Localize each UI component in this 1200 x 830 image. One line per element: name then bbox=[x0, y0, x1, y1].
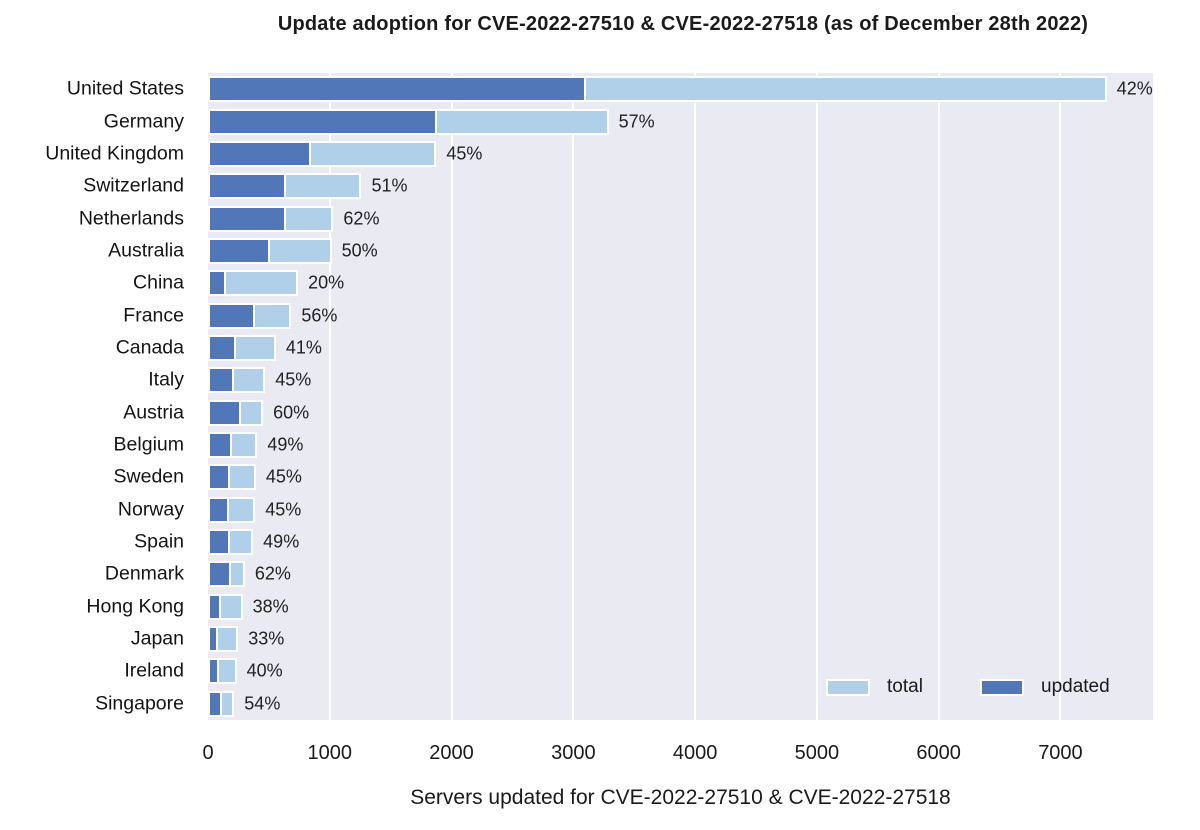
bar-updated bbox=[208, 334, 236, 361]
gridline bbox=[815, 73, 818, 720]
percent-label: 45% bbox=[275, 369, 312, 390]
y-tick-label: United States bbox=[66, 77, 184, 100]
x-tick-label: 2000 bbox=[429, 742, 474, 764]
percent-label: 49% bbox=[267, 434, 304, 455]
y-tick-label: Sweden bbox=[113, 465, 184, 488]
y-tick-label: Canada bbox=[115, 336, 184, 359]
y-tick-label: Hong Kong bbox=[86, 595, 184, 618]
percent-label: 54% bbox=[244, 693, 281, 714]
x-tick-label: 5000 bbox=[794, 742, 840, 764]
bar-updated bbox=[208, 367, 234, 394]
plot-area: 42% 57% 45% 51% 62% 50% 20% 56% 41% 45% 60% 49% 45% 4… bbox=[208, 73, 1153, 720]
y-tick-label: Singapore bbox=[95, 692, 184, 715]
gridline bbox=[937, 73, 940, 720]
y-tick-label: China bbox=[133, 271, 184, 294]
y-tick-label: France bbox=[123, 304, 184, 327]
x-tick-label: 0 bbox=[202, 742, 214, 764]
x-tick-label: 6000 bbox=[916, 742, 961, 764]
bar-updated bbox=[208, 399, 242, 426]
bar-updated bbox=[208, 270, 227, 297]
gridline bbox=[1059, 73, 1062, 720]
y-tick-label: Belgium bbox=[113, 433, 184, 456]
bar-updated bbox=[208, 593, 222, 620]
legend: total updated bbox=[208, 73, 1153, 720]
percent-label: 49% bbox=[263, 531, 300, 552]
y-tick-label: Switzerland bbox=[83, 174, 184, 197]
percent-label: 38% bbox=[252, 596, 289, 617]
percent-label: 51% bbox=[371, 175, 408, 196]
percent-label: 42% bbox=[1116, 78, 1153, 99]
percent-label: 20% bbox=[308, 272, 345, 293]
y-tick-label: Netherlands bbox=[78, 207, 184, 230]
bar-updated bbox=[208, 626, 218, 653]
percent-label: 50% bbox=[341, 240, 378, 261]
x-tick-label: 1000 bbox=[307, 742, 353, 764]
bar-updated bbox=[208, 237, 270, 264]
y-tick-label: United Kingdom bbox=[45, 142, 184, 165]
y-tick-label: Norway bbox=[117, 498, 184, 521]
y-axis-labels: United States Germany United Kingdom Switze… bbox=[0, 73, 184, 720]
percent-label: 40% bbox=[246, 660, 283, 681]
bar-updated bbox=[208, 302, 255, 329]
bar-updated bbox=[208, 464, 230, 491]
bar-updated bbox=[208, 140, 311, 167]
bar-updated bbox=[208, 690, 223, 717]
bar-updated bbox=[208, 658, 220, 685]
percent-label: 62% bbox=[343, 208, 380, 229]
x-tick-label: 3000 bbox=[551, 742, 596, 764]
y-tick-label: Denmark bbox=[104, 562, 184, 585]
bar-updated bbox=[208, 496, 230, 523]
y-tick-label: Italy bbox=[148, 368, 184, 391]
percent-label: 60% bbox=[273, 402, 310, 423]
gridline bbox=[450, 73, 453, 720]
legend-label-total: total bbox=[887, 676, 923, 697]
percent-label: 45% bbox=[265, 466, 302, 487]
y-tick-label: Australia bbox=[108, 239, 184, 262]
x-axis-title: Servers updated for CVE-2022-27510 & CVE… bbox=[410, 786, 951, 809]
percent-label: 45% bbox=[446, 143, 483, 164]
bar-updated bbox=[208, 173, 287, 200]
y-tick-label: Spain bbox=[134, 530, 184, 553]
y-tick-label: Japan bbox=[130, 627, 184, 650]
gridline bbox=[694, 73, 697, 720]
percent-label: 45% bbox=[265, 499, 302, 520]
bar-updated bbox=[208, 108, 437, 135]
percent-label: 41% bbox=[285, 337, 322, 358]
bar-updated bbox=[208, 529, 231, 556]
legend-item-updated: updated bbox=[980, 676, 1110, 698]
y-tick-label: Ireland bbox=[124, 659, 184, 682]
bar-updated bbox=[208, 432, 233, 459]
percent-label: 57% bbox=[618, 111, 655, 132]
bar-updated bbox=[208, 205, 286, 232]
gridline bbox=[572, 73, 575, 720]
percent-label: 62% bbox=[254, 563, 291, 584]
bar-updated bbox=[208, 561, 231, 588]
legend-swatch-updated bbox=[980, 678, 1024, 696]
percent-label: 33% bbox=[248, 628, 285, 649]
percent-label: 56% bbox=[301, 305, 338, 326]
x-tick-label: 4000 bbox=[672, 742, 718, 764]
x-tick-label: 7000 bbox=[1038, 742, 1083, 764]
gridline bbox=[328, 73, 331, 720]
legend-label-updated: updated bbox=[1041, 676, 1110, 697]
y-tick-label: Germany bbox=[103, 110, 184, 133]
legend-item-total: total bbox=[826, 676, 923, 698]
y-tick-label: Austria bbox=[123, 401, 184, 424]
chart-title: Update adoption for CVE-2022-27510 & CVE… bbox=[277, 13, 1089, 35]
legend-swatch-total bbox=[826, 678, 870, 696]
bar-updated bbox=[208, 76, 586, 103]
